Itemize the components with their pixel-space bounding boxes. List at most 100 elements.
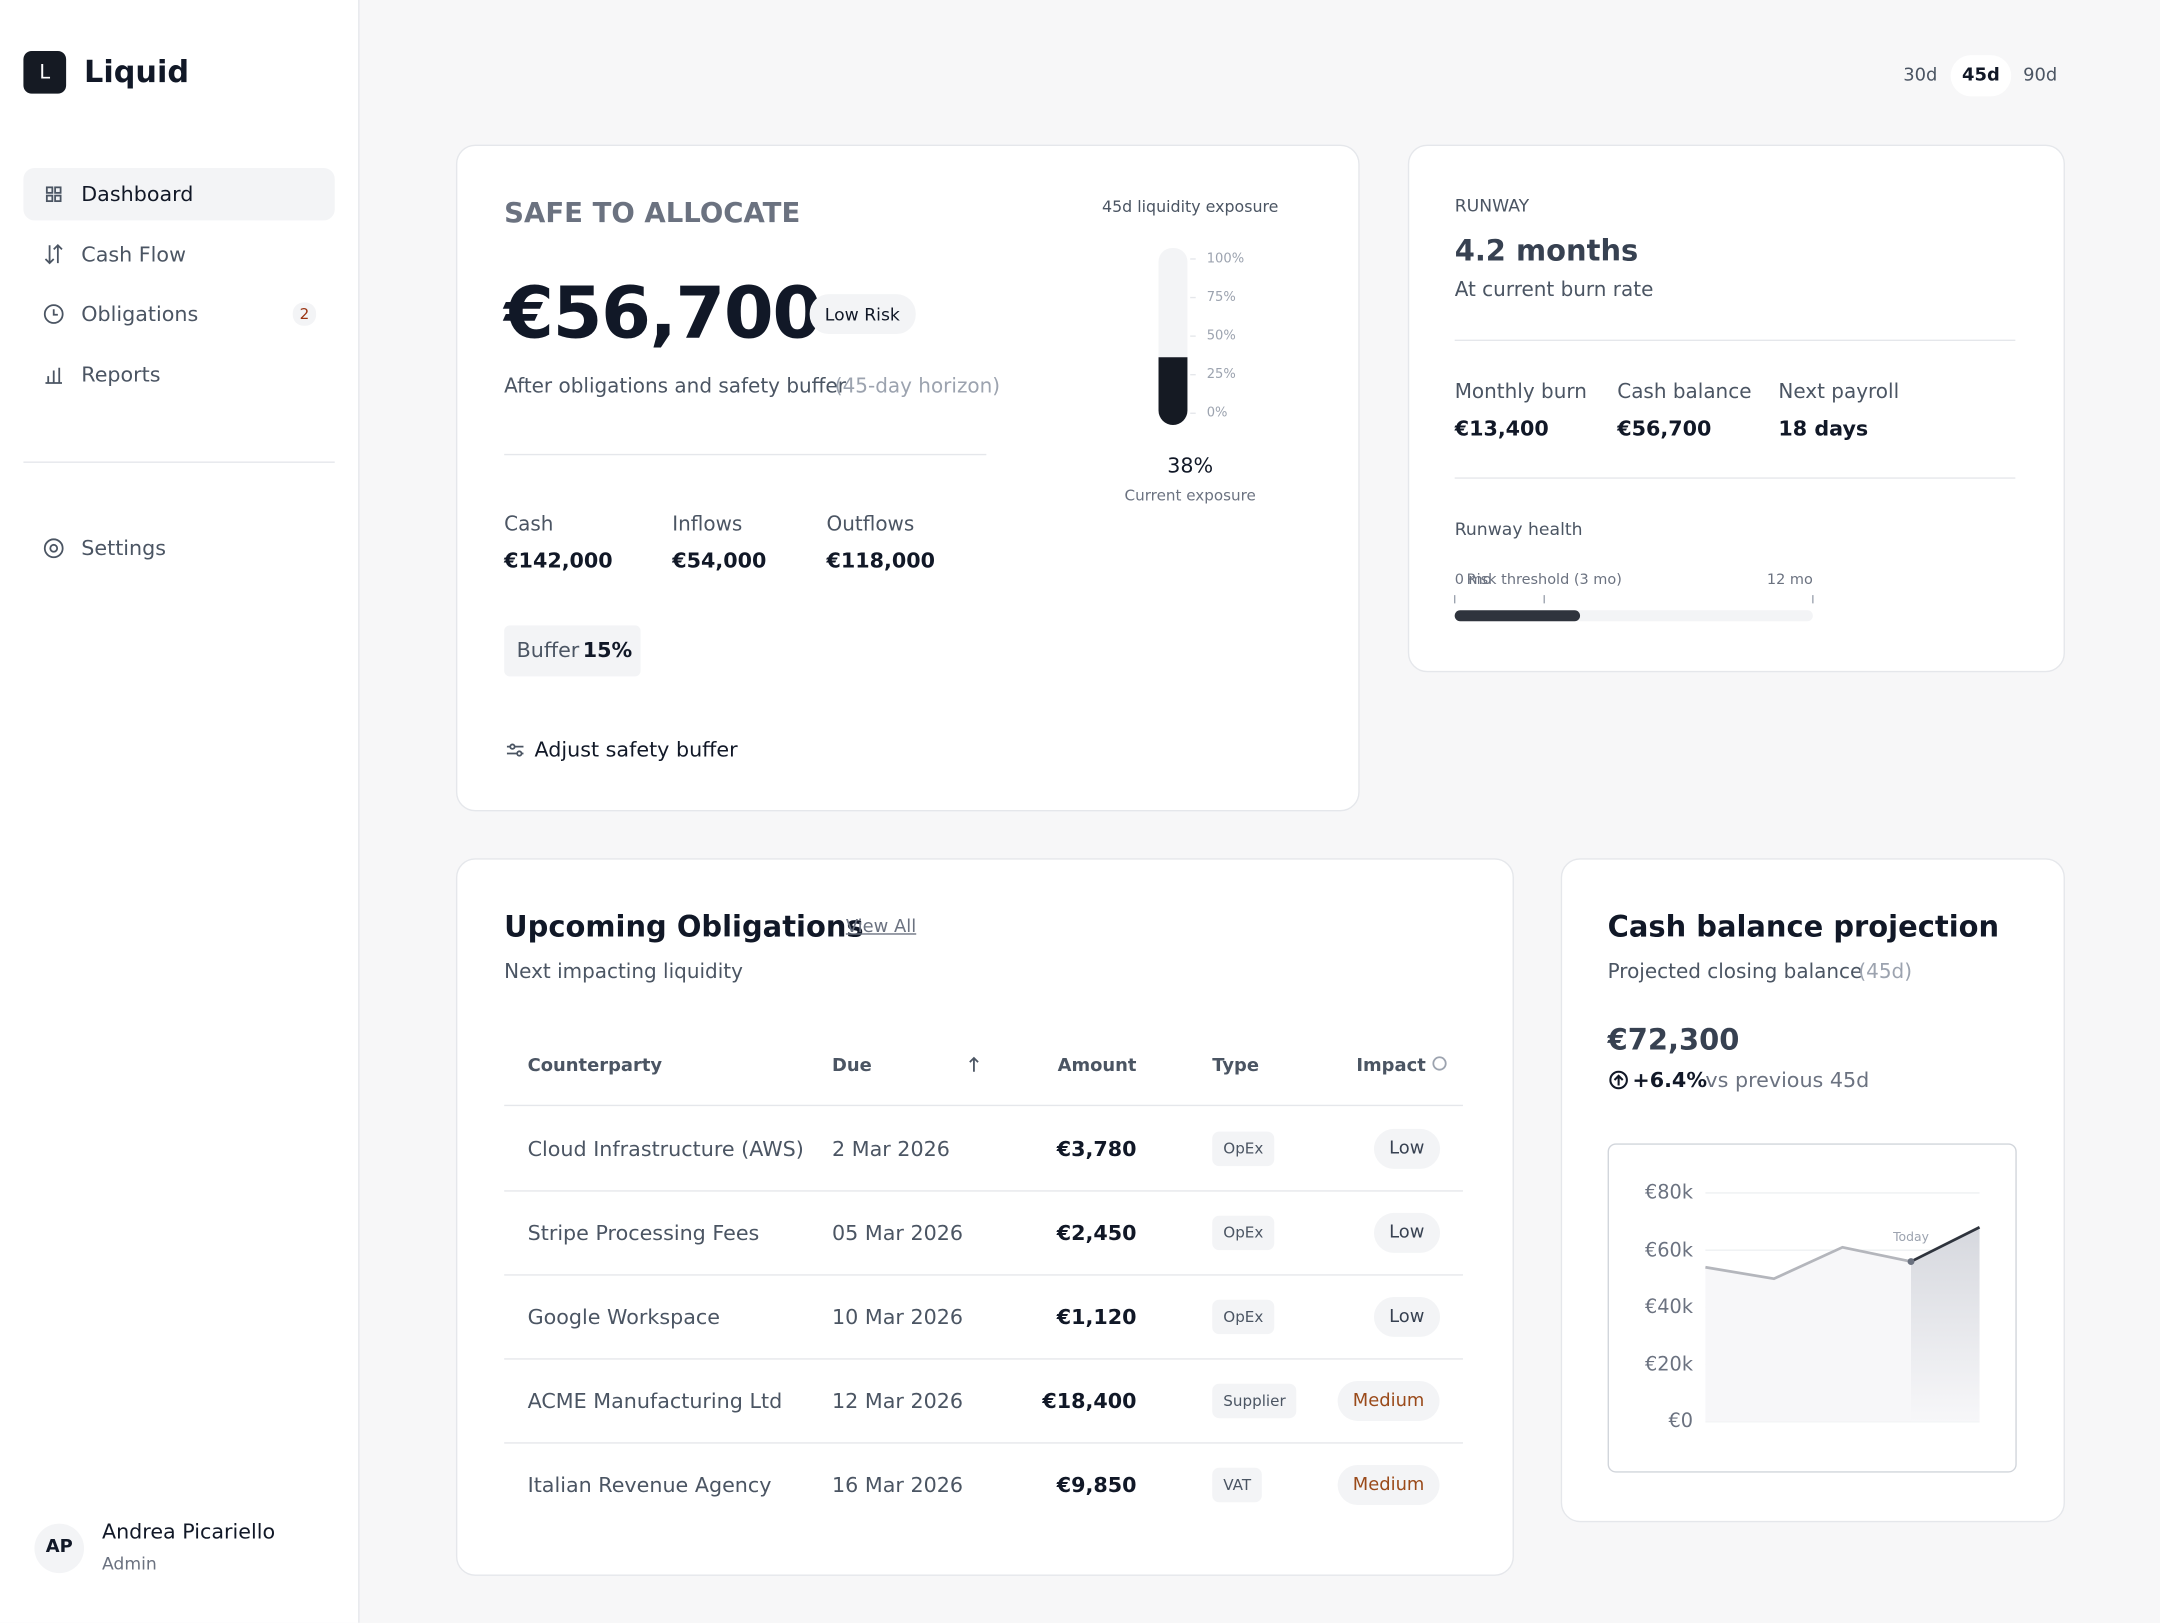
impact-chip: Low [1373,1296,1440,1337]
stat-label: Inflows [672,513,743,536]
nav-item[interactable]: Settings [81,535,167,561]
range-option[interactable]: 45d [1962,65,2000,87]
y-tick-label: €40k [1645,1296,1694,1319]
gauge-fill [1158,357,1188,425]
runway-note: At current burn rate [1454,279,1654,302]
nav-badge: 2 [292,302,317,326]
progress-tick-label: Risk threshold (3 mo) [1466,571,1622,589]
future-area [1911,1227,1980,1422]
projection-change-note: vs previous 45d [1705,1067,1870,1093]
stat-value: €56,700 [1617,416,1712,441]
obligations-card [455,858,1514,1576]
type-chip: VAT [1212,1467,1263,1503]
card-title: SAFE TO ALLOCATE [504,195,801,229]
stat-label: Cash balance [1617,381,1752,404]
stat-value: €13,400 [1454,416,1549,441]
type-chip: OpEx [1212,1215,1275,1251]
amount: €1,120 [1056,1304,1137,1330]
impact-chip: Low [1373,1212,1440,1253]
impact-chip: Low [1373,1128,1440,1169]
column-header[interactable]: Amount [1057,1055,1137,1077]
range-option[interactable]: 90d [2023,65,2058,87]
range-option[interactable]: 30d [1903,65,1938,87]
projection-change: +6.4% [1632,1067,1708,1093]
gauge-tick-label: 25% [1206,367,1236,383]
user-role: Admin [101,1553,157,1574]
stat-value: €54,000 [672,548,767,574]
stat-value: €142,000 [504,548,613,574]
avatar-initials: AP [45,1536,73,1558]
today-point [1907,1258,1915,1266]
y-tick-label: €60k [1645,1239,1694,1262]
due-date: 12 Mar 2026 [832,1388,964,1414]
nav-item[interactable]: Obligations [81,302,199,328]
adjust-button[interactable]: Adjust safety buffer [534,736,738,762]
brand-name: Liquid [84,55,190,91]
counterparty: ACME Manufacturing Ltd [527,1388,783,1414]
safe-amount: €56,700 [504,272,822,356]
safe-card [455,144,1360,812]
user-name: Andrea Picariello [101,1519,276,1545]
buffer-label: Buffer [516,637,580,663]
risk-chip: Low Risk [809,294,916,335]
projection-amount: €72,300 [1607,1023,1740,1057]
gauge-caption: Current exposure [1124,486,1256,505]
gauge-tick-label: 50% [1206,328,1236,344]
past-line [1705,1245,1912,1281]
card-label: RUNWAY [1454,194,1530,216]
stat-label: Monthly burn [1454,381,1587,404]
annotation: Today [1893,1231,1929,1246]
impact-chip: Medium [1337,1465,1440,1505]
due-date: 05 Mar 2026 [832,1220,964,1246]
amount: €2,450 [1056,1220,1137,1246]
gauge-value: 38% [1167,453,1214,479]
counterparty: Stripe Processing Fees [527,1220,760,1246]
nav-item[interactable]: Reports [81,362,161,388]
card-period: (45d) [1858,961,1912,984]
stat-value: 18 days [1778,416,1869,441]
stat-value: €118,000 [826,548,936,574]
buffer-chip [504,625,641,677]
progress-tick-label: 12 mo [1766,571,1813,589]
divider [23,461,335,463]
logo [23,50,67,94]
column-header[interactable]: Impact [1356,1055,1426,1077]
progress-title: Runway health [1454,518,1583,540]
card-subtitle: Next impacting liquidity [504,961,743,984]
nav-item[interactable]: Cash Flow [81,242,186,267]
range-active[interactable] [1950,55,2012,97]
future-line [1910,1226,1981,1263]
nav-active[interactable] [23,168,335,221]
card-subtitle: Projected closing balance [1607,961,1863,984]
type-chip: Supplier [1212,1383,1297,1419]
column-header[interactable]: Type [1212,1055,1259,1077]
gauge-title: 45d liquidity exposure [1101,196,1279,217]
stat-label: Next payroll [1778,381,1900,404]
stat-label: Outflows [826,513,915,536]
sidebar [0,0,360,1623]
column-header[interactable]: Counterparty [527,1055,663,1077]
column-header[interactable]: Due [832,1055,872,1077]
card-title: Cash balance projection [1607,910,2000,944]
due-date: 10 Mar 2026 [832,1304,964,1330]
gauge-tick-label: 75% [1206,289,1236,306]
counterparty: Cloud Infrastructure (AWS) [527,1136,804,1162]
gauge-tick-label: 0% [1206,405,1228,421]
logo-letter: L [39,61,51,85]
type-chip: OpEx [1212,1299,1275,1335]
amount: €3,780 [1056,1136,1137,1162]
icons [43,186,1628,1090]
counterparty: Google Workspace [527,1304,720,1330]
stat-label: Cash [504,513,554,536]
avatar [34,1523,85,1574]
view-all-link[interactable]: View All [845,916,917,938]
due-date: 2 Mar 2026 [832,1136,950,1162]
safe-note: After obligations and safety buffer [504,376,846,399]
safe-horizon: (45-day horizon) [834,376,1001,399]
impact-chip: Medium [1337,1380,1440,1421]
nav-item[interactable]: Dashboard [81,181,194,207]
y-tick-label: €0 [1668,1410,1694,1433]
